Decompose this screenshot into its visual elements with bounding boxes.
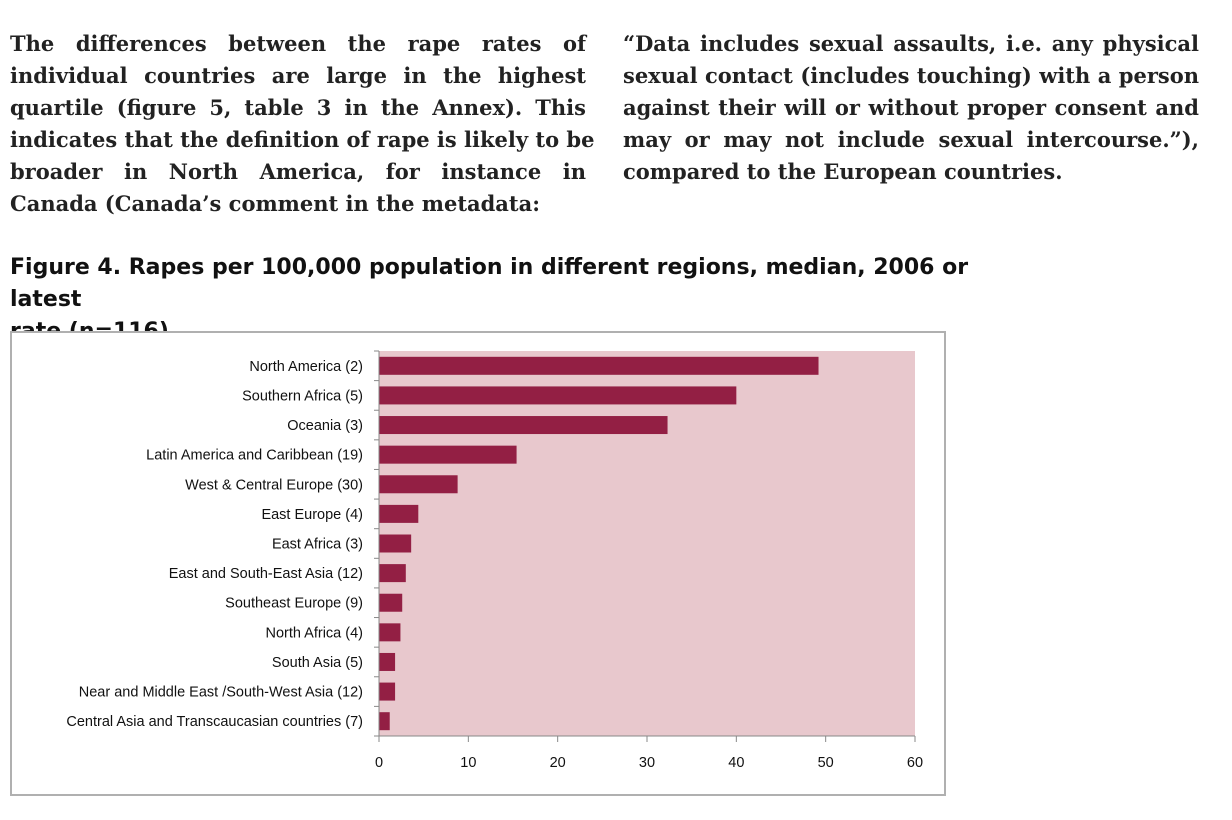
bar: [379, 623, 401, 642]
bar: [379, 416, 668, 435]
category-label: Southeast Europe (9): [225, 596, 363, 612]
x-tick-label: 60: [907, 755, 923, 771]
category-label: Southern Africa (5): [242, 388, 363, 404]
category-label: East and South-East Asia (12): [169, 566, 363, 582]
body-text-left-column: The differences between the rape rates o…: [10, 28, 595, 220]
body-text-left-line: The differences between the rape rates o…: [10, 31, 586, 56]
category-label: West & Central Europe (30): [185, 477, 363, 493]
body-text-left-line: individual countries are large in the hi…: [10, 63, 586, 88]
bar: [379, 534, 412, 553]
x-tick-label: 10: [460, 755, 476, 771]
bar: [379, 504, 419, 523]
body-text-right-line: sexual contact (includes touching) with …: [623, 63, 1199, 88]
plot-background: [379, 351, 915, 736]
figure-caption-line-1: Figure 4. Rapes per 100,000 population i…: [10, 255, 969, 312]
body-text-left-line: broader in North America, for instance i…: [10, 159, 586, 184]
bar: [379, 356, 819, 375]
category-label: East Africa (3): [272, 537, 363, 553]
body-text-right-line: may or may not include sexual intercours…: [623, 127, 1199, 152]
chart-frame: North America (2) Southern Africa (5) Ocea…: [10, 331, 946, 796]
body-text-right-line: against their will or without proper con…: [623, 95, 1199, 120]
category-label: North Africa (4): [266, 625, 364, 641]
body-text-right-line: “Data includes sexual assaults, i.e. any…: [623, 31, 1199, 56]
category-label: North America (2): [249, 359, 363, 375]
figure-caption: Figure 4. Rapes per 100,000 population i…: [10, 252, 1010, 348]
category-label: Near and Middle East /South-West Asia (1…: [79, 685, 363, 701]
body-text-right-line: compared to the European countries.: [623, 159, 1063, 184]
bar-chart: North America (2) Southern Africa (5) Ocea…: [66, 350, 923, 771]
x-tick-label: 50: [818, 755, 834, 771]
body-text-left-line: quartile (figure 5, table 3 in the Annex…: [10, 95, 586, 120]
category-label: Central Asia and Transcaucasian countrie…: [66, 714, 363, 730]
category-label: Latin America and Caribbean (19): [146, 448, 363, 464]
category-label: South Asia (5): [272, 655, 363, 671]
body-text-left-line: indicates that the definition of rape is…: [10, 127, 595, 152]
bar: [379, 682, 396, 701]
x-tick-label: 40: [728, 755, 744, 771]
body-text-left-line: Canada (Canada’s comment in the metadata…: [10, 191, 540, 216]
body-text-right-column: “Data includes sexual assaults, i.e. any…: [623, 28, 1199, 188]
x-tick-label: 20: [550, 755, 566, 771]
bar: [379, 445, 517, 464]
x-tick-label: 0: [375, 755, 383, 771]
bar: [379, 712, 390, 731]
category-label: East Europe (4): [261, 507, 363, 523]
bar: [379, 652, 396, 671]
bar: [379, 593, 403, 612]
bar: [379, 386, 737, 405]
bar: [379, 475, 458, 494]
x-tick-label: 30: [639, 755, 655, 771]
category-label: Oceania (3): [287, 418, 363, 434]
bar: [379, 564, 406, 583]
